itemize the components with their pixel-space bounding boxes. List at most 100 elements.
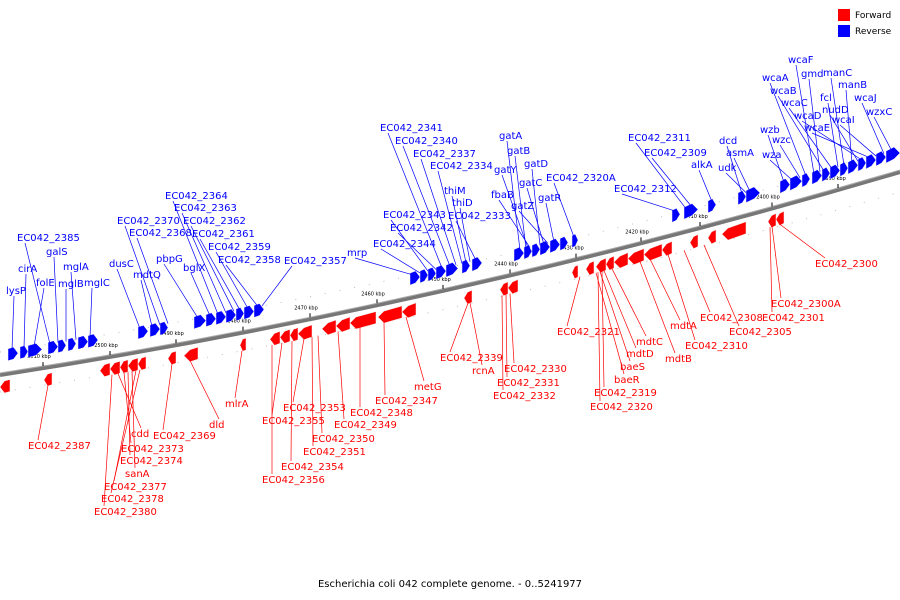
forward-label-leader bbox=[599, 271, 631, 362]
forward-label-leader bbox=[337, 331, 345, 420]
reverse-gene-label: EC042_2368 bbox=[129, 228, 192, 239]
reverse-gene-label: wzxC bbox=[866, 107, 892, 118]
reverse-genes bbox=[7, 146, 900, 362]
reverse-gene-label: EC042_2363 bbox=[174, 203, 237, 214]
forward-gene-label: EC042_2300 bbox=[815, 259, 878, 270]
kbp-label: 2450 kbp bbox=[427, 277, 451, 283]
forward-label-leader bbox=[509, 293, 515, 364]
legend-reverse-label: Reverse bbox=[855, 27, 892, 37]
reverse-label-leader bbox=[839, 124, 877, 157]
reverse-gene-arrow bbox=[47, 340, 59, 355]
forward-gene-arrow bbox=[297, 324, 313, 341]
forward-gene-arrow bbox=[661, 240, 673, 257]
forward-label-leader bbox=[292, 338, 305, 403]
reverse-gene-label: wcaC bbox=[781, 98, 808, 109]
forward-gene-label: EC042_2305 bbox=[729, 327, 792, 338]
forward-label-leader bbox=[110, 369, 141, 494]
reverse-gene-label: mglC bbox=[84, 278, 110, 289]
forward-label-leader bbox=[271, 342, 283, 416]
forward-gene-label: EC042_2331 bbox=[497, 378, 560, 389]
forward-gene-label: EC042_2369 bbox=[153, 431, 216, 442]
reverse-gene-label: gatY bbox=[494, 165, 517, 176]
reverse-label-leader bbox=[777, 95, 825, 172]
reverse-gene-arrow bbox=[857, 156, 867, 172]
forward-gene-label: EC042_2332 bbox=[493, 391, 556, 402]
legend-forward-label: Forward bbox=[855, 11, 891, 21]
reverse-gene-arrow bbox=[215, 310, 227, 326]
forward-gene-arrow bbox=[643, 243, 663, 261]
reverse-gene-label: gatR bbox=[538, 193, 561, 204]
forward-gene-arrow bbox=[321, 319, 337, 336]
reverse-label-leader bbox=[506, 140, 521, 251]
forward-gene-label: EC042_2348 bbox=[350, 408, 413, 419]
reverse-label-leader bbox=[437, 170, 463, 264]
forward-gene-arrow bbox=[109, 360, 121, 376]
forward-gene-arrow bbox=[707, 229, 717, 245]
reverse-gene-arrow bbox=[427, 267, 437, 282]
forward-gene-label: EC042_2351 bbox=[303, 447, 366, 458]
reverse-gene-label: EC042_2320A bbox=[546, 173, 616, 184]
forward-gene-arrow bbox=[279, 328, 291, 344]
reverse-label-leader bbox=[390, 219, 429, 272]
reverse-label-leader bbox=[215, 251, 249, 309]
reverse-label-leader bbox=[163, 263, 199, 319]
reverse-gene-arrow bbox=[707, 198, 717, 214]
forward-gene-label: EC042_2301 bbox=[762, 313, 825, 324]
reverse-label-leader bbox=[808, 78, 821, 173]
forward-gene-label: baeR bbox=[614, 375, 640, 386]
forward-label-leader bbox=[505, 294, 508, 378]
reverse-label-leader bbox=[70, 271, 77, 340]
forward-gene-label: dld bbox=[209, 420, 224, 431]
forward-gene-label: EC042_2310 bbox=[685, 341, 748, 352]
reverse-label-leader bbox=[829, 114, 859, 162]
forward-gene-label: EC042_2355 bbox=[262, 416, 325, 427]
forward-label-leader bbox=[127, 371, 131, 456]
forward-label-leader bbox=[405, 316, 425, 382]
reverse-gene-label: wcaE bbox=[804, 123, 830, 134]
reverse-label-leader bbox=[354, 257, 413, 276]
reverse-gene-arrow bbox=[253, 303, 265, 318]
reverse-gene-label: EC042_2362 bbox=[183, 216, 246, 227]
forward-gene-label: EC042_2349 bbox=[334, 420, 397, 431]
forward-gene-label: EC042_2377 bbox=[104, 482, 167, 493]
reverse-gene-label: asmA bbox=[726, 148, 754, 159]
reverse-label-leader bbox=[190, 272, 211, 317]
forward-gene-arrow bbox=[689, 234, 699, 249]
forward-gene-arrow bbox=[43, 372, 53, 387]
reverse-gene-label: EC042_2341 bbox=[380, 123, 443, 134]
forward-gene-label: mdtC bbox=[636, 337, 663, 348]
forward-gene-label: EC042_2347 bbox=[375, 396, 438, 407]
forward-label-leader bbox=[683, 250, 711, 313]
reverse-gene-label: manB bbox=[838, 80, 867, 91]
forward-gene-label: EC042_2378 bbox=[101, 494, 164, 505]
reverse-label-leader bbox=[498, 199, 531, 248]
reverse-gene-label: cirA bbox=[18, 264, 37, 275]
reverse-gene-label: EC042_2340 bbox=[395, 136, 458, 147]
reverse-label-leader bbox=[24, 242, 51, 345]
reverse-gene-arrow bbox=[225, 308, 237, 324]
reverse-gene-label: EC042_2309 bbox=[644, 148, 707, 159]
reverse-gene-arrow bbox=[801, 172, 811, 188]
forward-gene-arrow bbox=[595, 257, 607, 273]
reverse-gene-label: wzc bbox=[772, 135, 791, 146]
reverse-gene-arrow bbox=[409, 270, 421, 286]
legend: Forward Reverse bbox=[838, 9, 892, 37]
reverse-gene-arrow bbox=[7, 346, 19, 362]
forward-label-leader bbox=[603, 270, 637, 349]
forward-gene-arrow bbox=[627, 248, 645, 265]
reverse-label-leader bbox=[136, 237, 169, 324]
forward-gene-label: EC042_2356 bbox=[262, 475, 325, 486]
reverse-gene-label: manC bbox=[823, 68, 852, 79]
reverse-gene-arrow bbox=[671, 207, 681, 223]
reverse-label-leader bbox=[788, 107, 833, 169]
forward-label-leader bbox=[595, 272, 625, 375]
reverse-gene-arrow bbox=[205, 312, 217, 328]
reverse-gene-label: EC042_2342 bbox=[390, 223, 453, 234]
reverse-gene-arrow bbox=[885, 146, 900, 164]
forward-genes bbox=[0, 210, 785, 394]
reverse-label-leader bbox=[830, 77, 845, 166]
reverse-gene-label: gatZ bbox=[511, 201, 534, 212]
kbp-label: 2480 kbp bbox=[227, 319, 251, 325]
